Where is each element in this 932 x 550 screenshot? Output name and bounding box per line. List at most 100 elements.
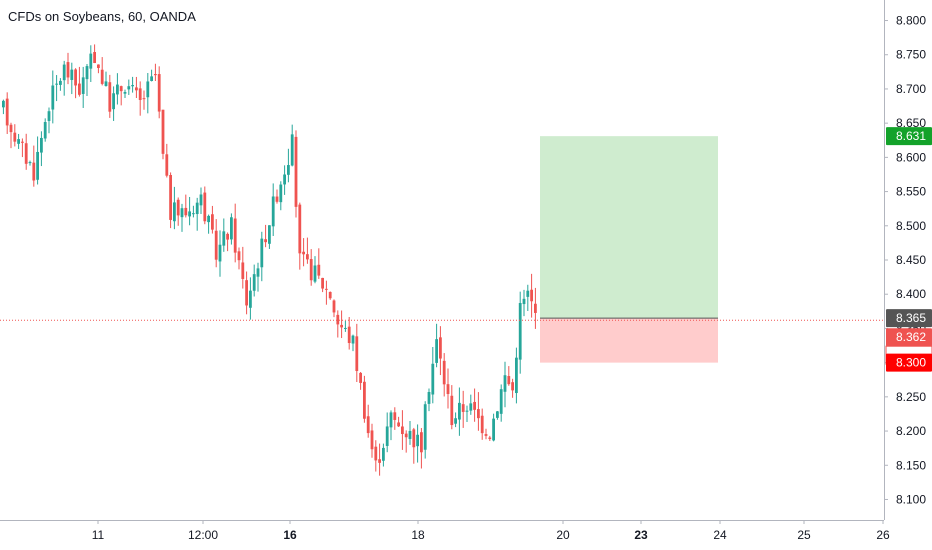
candle-body xyxy=(214,230,218,260)
price-tick-label: 8.550 xyxy=(896,185,926,199)
candle-body xyxy=(62,64,66,81)
target-price-badge: 8.631 xyxy=(896,129,926,143)
candle-body xyxy=(404,433,408,438)
candle-body xyxy=(268,225,271,244)
candle-body xyxy=(264,239,267,243)
candle-body xyxy=(150,76,153,81)
position-zones[interactable] xyxy=(540,136,718,363)
chart-title: CFDs on Soybeans, 60, OANDA xyxy=(8,9,196,24)
candle-body xyxy=(249,290,252,308)
candle-body xyxy=(518,302,522,360)
candle-body xyxy=(36,151,39,180)
time-tick-label: 23 xyxy=(634,528,648,542)
price-tick-label: 8.150 xyxy=(896,458,926,472)
candle-body xyxy=(138,88,142,101)
candle-body xyxy=(192,213,195,215)
candle-body xyxy=(477,409,480,419)
candle-body xyxy=(40,137,43,153)
candle-body xyxy=(47,111,51,121)
candle-body xyxy=(260,238,264,268)
candle-body xyxy=(328,291,332,299)
candle-body xyxy=(93,52,96,64)
candle-body xyxy=(427,392,431,404)
candle-body xyxy=(309,259,313,281)
candle-body xyxy=(359,372,362,383)
candle-body xyxy=(401,426,404,435)
candle-body xyxy=(28,162,32,164)
time-tick-label: 11 xyxy=(92,528,105,542)
candle-body xyxy=(165,154,169,176)
candle-body xyxy=(78,83,81,95)
stop-zone[interactable] xyxy=(540,318,718,363)
candle-body xyxy=(135,87,138,91)
candle-body xyxy=(442,360,446,385)
candle-body xyxy=(55,83,58,85)
candle-body xyxy=(146,81,150,98)
current-price-badge-bg xyxy=(886,328,932,347)
candle-body xyxy=(317,264,321,276)
candle-body xyxy=(13,132,17,142)
candle-body xyxy=(108,82,112,112)
time-tick-label: 20 xyxy=(556,528,570,542)
candle-body xyxy=(389,412,393,428)
candle-body xyxy=(473,401,476,410)
candle-body xyxy=(378,459,381,463)
candle-body xyxy=(397,422,400,427)
candle-body xyxy=(488,437,492,439)
candle-body xyxy=(188,211,191,217)
candle-body xyxy=(416,434,419,447)
time-axis[interactable]: 11 12:00 16 18 20 23 24 25 26 xyxy=(92,520,890,542)
candle-body xyxy=(176,199,180,216)
candle-body xyxy=(24,143,28,164)
candle-body xyxy=(199,194,203,206)
candle-body xyxy=(32,162,36,181)
price-tick-label: 8.500 xyxy=(896,219,926,233)
candle-body xyxy=(469,403,473,411)
time-tick-label: 16 xyxy=(283,528,297,542)
candle-body xyxy=(131,85,134,87)
candle-body xyxy=(522,298,526,305)
price-tick-label: 8.750 xyxy=(896,48,926,62)
candle-body xyxy=(465,410,469,412)
candle-body xyxy=(507,376,511,385)
candle-body xyxy=(100,69,104,84)
price-tick-label: 8.650 xyxy=(896,116,926,130)
candle-body xyxy=(119,86,123,92)
candle-body xyxy=(211,214,214,230)
target-zone[interactable] xyxy=(540,136,718,319)
candle-body xyxy=(123,91,127,94)
candle-body xyxy=(458,402,461,420)
price-tick-label: 8.600 xyxy=(896,150,926,164)
candle-body xyxy=(275,196,279,202)
candle-body xyxy=(290,134,294,166)
candle-body xyxy=(59,80,62,85)
price-axis[interactable]: 8.800 8.750 8.700 8.650 8.600 8.550 8.500 8.450… xyxy=(0,0,926,521)
candle-body xyxy=(218,244,222,262)
candle-body xyxy=(336,314,340,325)
candle-body xyxy=(492,418,495,441)
candle-body xyxy=(157,74,161,112)
candle-body xyxy=(423,404,427,450)
candle-body xyxy=(271,196,275,227)
candle-body xyxy=(104,81,108,87)
candle-body xyxy=(511,382,514,391)
candle-body xyxy=(344,327,347,329)
candle-body xyxy=(435,339,438,363)
price-tick-label: 8.700 xyxy=(896,82,926,96)
candle-body xyxy=(534,303,537,313)
candle-body xyxy=(43,122,47,139)
candle-body xyxy=(480,415,484,434)
candle-body xyxy=(116,84,119,95)
candle-body xyxy=(325,288,328,290)
candle-body xyxy=(89,53,93,69)
candle-body xyxy=(287,165,290,175)
candle-body xyxy=(503,375,507,392)
current-price-badge: 8.362 xyxy=(896,330,926,344)
candle-body xyxy=(454,418,457,424)
candle-body xyxy=(340,324,343,328)
candle-body xyxy=(298,204,302,254)
candle-body xyxy=(173,202,176,222)
candle-body xyxy=(526,290,530,297)
